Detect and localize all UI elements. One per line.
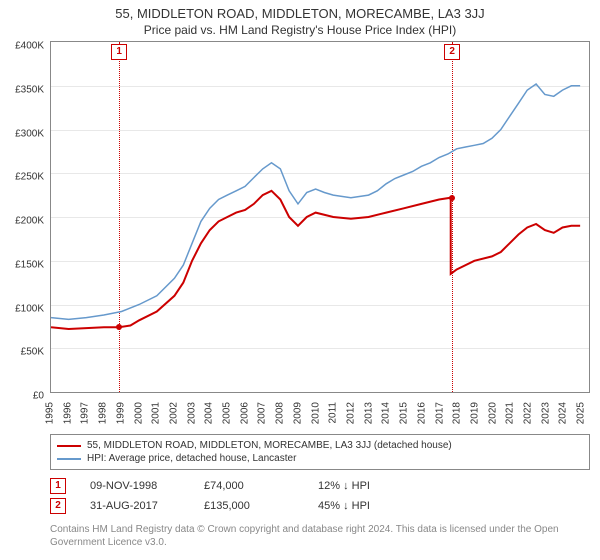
- y-tick-label: £50K: [21, 347, 44, 358]
- x-tick-label: 2016: [416, 402, 427, 424]
- transaction-marker: 1: [111, 44, 127, 60]
- x-tick-label: 2020: [487, 402, 498, 424]
- transaction-date: 09-NOV-1998: [90, 480, 180, 492]
- legend-item: HPI: Average price, detached house, Lanc…: [57, 452, 583, 465]
- x-tick-label: 1995: [45, 402, 56, 424]
- y-tick-label: £200K: [15, 216, 44, 227]
- transaction-marker: 2: [50, 498, 66, 514]
- transaction-dot: [116, 324, 122, 330]
- x-tick-label: 2003: [186, 402, 197, 424]
- footnote: Contains HM Land Registry data © Crown c…: [50, 524, 590, 549]
- x-tick-label: 2022: [523, 402, 534, 424]
- x-tick-label: 2013: [363, 402, 374, 424]
- y-tick-label: £300K: [15, 128, 44, 139]
- y-tick-label: £350K: [15, 84, 44, 95]
- transaction-row: 2 31-AUG-2017 £135,000 45% ↓ HPI: [50, 496, 408, 516]
- x-tick-label: 2023: [540, 402, 551, 424]
- x-tick-label: 1998: [98, 402, 109, 424]
- x-tick-label: 2015: [399, 402, 410, 424]
- series-line-hpi: [51, 84, 580, 319]
- x-tick-label: 2017: [434, 402, 445, 424]
- x-tick-label: 2007: [257, 402, 268, 424]
- transaction-delta: 12% ↓ HPI: [318, 480, 408, 492]
- legend: 55, MIDDLETON ROAD, MIDDLETON, MORECAMBE…: [50, 434, 590, 470]
- x-tick-label: 1997: [80, 402, 91, 424]
- y-axis-labels: £0£50K£100K£150K£200K£250K£300K£350K£400…: [0, 46, 48, 396]
- transaction-marker: 2: [444, 44, 460, 60]
- y-tick-label: £400K: [15, 41, 44, 52]
- transaction-price: £135,000: [204, 500, 294, 512]
- legend-swatch: [57, 458, 81, 460]
- x-tick-label: 2012: [345, 402, 356, 424]
- legend-item: 55, MIDDLETON ROAD, MIDDLETON, MORECAMBE…: [57, 439, 583, 452]
- x-tick-label: 2010: [310, 402, 321, 424]
- x-tick-label: 1999: [115, 402, 126, 424]
- transaction-date: 31-AUG-2017: [90, 500, 180, 512]
- x-tick-label: 2019: [469, 402, 480, 424]
- x-tick-label: 2005: [222, 402, 233, 424]
- x-tick-label: 2021: [505, 402, 516, 424]
- plot-svg: [51, 42, 589, 392]
- y-tick-label: £0: [33, 391, 44, 402]
- x-tick-label: 2002: [168, 402, 179, 424]
- transaction-dot: [449, 195, 455, 201]
- x-tick-label: 1996: [62, 402, 73, 424]
- chart-title: 55, MIDDLETON ROAD, MIDDLETON, MORECAMBE…: [0, 0, 600, 21]
- plot-area: 12: [50, 41, 590, 393]
- x-tick-label: 2009: [292, 402, 303, 424]
- x-tick-label: 2014: [381, 402, 392, 424]
- x-tick-label: 2000: [133, 402, 144, 424]
- x-tick-label: 2025: [576, 402, 587, 424]
- x-tick-label: 2006: [239, 402, 250, 424]
- transaction-delta: 45% ↓ HPI: [318, 500, 408, 512]
- chart-container: 55, MIDDLETON ROAD, MIDDLETON, MORECAMBE…: [0, 0, 600, 560]
- transaction-marker: 1: [50, 478, 66, 494]
- transaction-table: 1 09-NOV-1998 £74,000 12% ↓ HPI 2 31-AUG-2017…: [50, 476, 408, 516]
- y-tick-label: £100K: [15, 303, 44, 314]
- y-tick-label: £150K: [15, 259, 44, 270]
- x-tick-label: 2018: [452, 402, 463, 424]
- x-tick-label: 2011: [328, 402, 339, 424]
- transaction-row: 1 09-NOV-1998 £74,000 12% ↓ HPI: [50, 476, 408, 496]
- legend-label: 55, MIDDLETON ROAD, MIDDLETON, MORECAMBE…: [87, 440, 452, 451]
- x-tick-label: 2001: [151, 402, 162, 424]
- transaction-price: £74,000: [204, 480, 294, 492]
- legend-swatch: [57, 445, 81, 447]
- x-tick-label: 2004: [204, 402, 215, 424]
- y-tick-label: £250K: [15, 172, 44, 183]
- x-tick-label: 2024: [558, 402, 569, 424]
- legend-label: HPI: Average price, detached house, Lanc…: [87, 453, 296, 464]
- x-tick-label: 2008: [275, 402, 286, 424]
- chart-subtitle: Price paid vs. HM Land Registry's House …: [0, 21, 600, 41]
